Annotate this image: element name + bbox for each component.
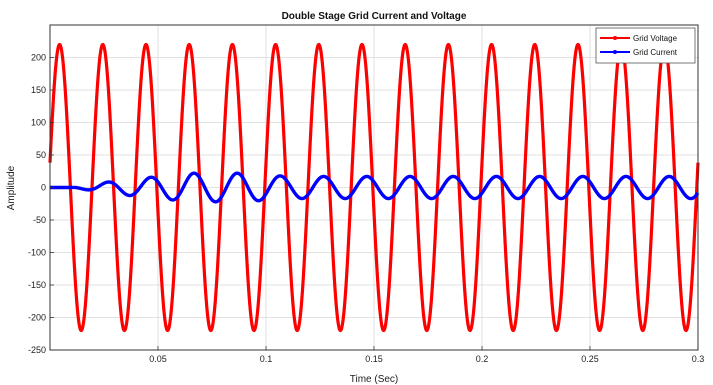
legend-marker-grid-voltage <box>613 36 617 40</box>
legend-box <box>595 27 696 64</box>
x-axis-ticks: 0.05 0.1 0.15 0.2 0.25 0.3 <box>149 346 704 364</box>
y-tick-label: 50 <box>36 150 46 160</box>
x-tick-label: 0.05 <box>149 354 167 364</box>
x-tick-label: 0.3 <box>692 354 705 364</box>
series-line-grid-voltage <box>48 42 700 333</box>
series-layer <box>48 42 700 333</box>
chart-title: Double Stage Grid Current and Voltage <box>282 11 467 22</box>
y-axis-ticks: 200 150 100 50 0 -50 -100 -150 -200 -250 <box>28 53 54 355</box>
y-tick-label: -150 <box>28 280 46 290</box>
y-axis-title: Amplitude <box>6 165 17 210</box>
y-tick-label: 150 <box>31 85 46 95</box>
y-tick-label: 200 <box>31 53 46 63</box>
x-tick-label: 0.1 <box>260 354 273 364</box>
x-axis-title: Time (Sec) <box>350 374 399 385</box>
y-tick-label: -250 <box>28 345 46 355</box>
y-tick-label: -100 <box>28 248 46 258</box>
legend-label-grid-current: Grid Current <box>633 48 678 57</box>
x-tick-label: 0.2 <box>476 354 489 364</box>
y-tick-label: 0 <box>41 183 46 193</box>
y-tick-label: 100 <box>31 118 46 128</box>
legend-label-grid-voltage: Grid Voltage <box>633 34 678 43</box>
y-tick-label: -200 <box>28 313 46 323</box>
series-line-grid-current <box>48 171 700 204</box>
legend-marker-grid-current <box>613 50 617 54</box>
y-tick-label: -50 <box>33 215 46 225</box>
legend: Grid Voltage Grid Current <box>595 27 696 64</box>
x-tick-label: 0.25 <box>581 354 599 364</box>
x-tick-label: 0.15 <box>365 354 383 364</box>
